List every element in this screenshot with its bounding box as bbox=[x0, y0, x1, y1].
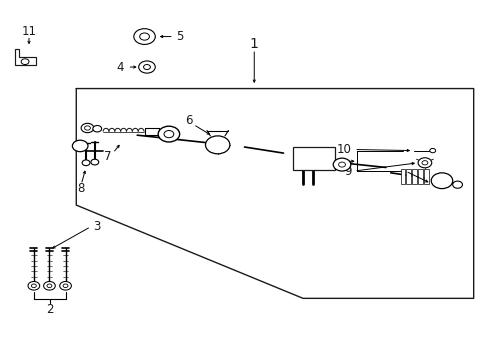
Bar bbox=[406, 169, 410, 184]
Circle shape bbox=[163, 131, 173, 138]
Circle shape bbox=[21, 59, 29, 64]
Circle shape bbox=[72, 140, 88, 152]
Circle shape bbox=[205, 136, 229, 154]
Text: 8: 8 bbox=[77, 183, 84, 195]
Circle shape bbox=[31, 284, 36, 288]
Text: 9: 9 bbox=[344, 165, 351, 177]
Circle shape bbox=[452, 181, 462, 188]
Text: 1: 1 bbox=[249, 37, 258, 51]
Text: 11: 11 bbox=[21, 25, 37, 38]
Circle shape bbox=[143, 64, 150, 69]
Text: 2: 2 bbox=[46, 303, 53, 316]
Text: 8: 8 bbox=[300, 156, 307, 168]
Circle shape bbox=[430, 173, 452, 189]
Circle shape bbox=[421, 161, 427, 165]
Circle shape bbox=[60, 282, 71, 290]
Circle shape bbox=[332, 158, 350, 171]
Circle shape bbox=[429, 148, 435, 153]
Bar bbox=[417, 169, 422, 184]
Circle shape bbox=[43, 282, 55, 290]
Circle shape bbox=[338, 162, 345, 167]
Circle shape bbox=[81, 123, 94, 133]
Circle shape bbox=[82, 160, 90, 166]
Circle shape bbox=[93, 126, 102, 132]
Circle shape bbox=[158, 126, 179, 142]
Bar bbox=[423, 169, 428, 184]
Text: 10: 10 bbox=[336, 143, 351, 156]
Circle shape bbox=[63, 284, 68, 288]
Bar bbox=[293, 147, 334, 170]
Circle shape bbox=[47, 284, 52, 288]
Circle shape bbox=[417, 158, 431, 168]
Circle shape bbox=[28, 282, 40, 290]
Text: 5: 5 bbox=[176, 30, 183, 43]
Text: 6: 6 bbox=[184, 114, 192, 127]
Text: 7: 7 bbox=[104, 150, 111, 163]
Circle shape bbox=[84, 126, 90, 130]
Circle shape bbox=[134, 29, 155, 44]
Text: 3: 3 bbox=[93, 220, 101, 233]
Circle shape bbox=[140, 33, 149, 40]
Circle shape bbox=[91, 159, 99, 165]
Circle shape bbox=[139, 61, 155, 73]
Bar bbox=[411, 169, 416, 184]
Text: 4: 4 bbox=[116, 60, 123, 73]
Bar bbox=[400, 169, 405, 184]
